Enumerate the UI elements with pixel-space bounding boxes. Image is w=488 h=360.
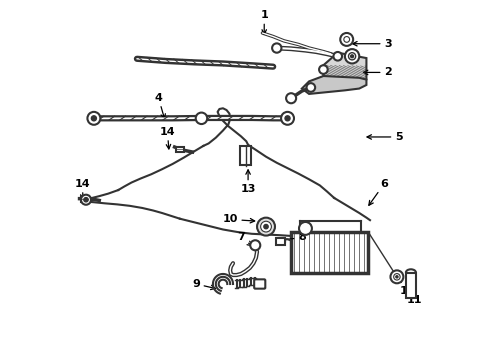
Text: 10: 10 <box>222 215 254 224</box>
Circle shape <box>306 83 314 92</box>
Bar <box>81 197 88 202</box>
Circle shape <box>395 276 397 278</box>
Circle shape <box>81 195 91 205</box>
Text: 14: 14 <box>75 179 90 199</box>
Bar <box>405 273 415 298</box>
Text: 3: 3 <box>352 39 391 49</box>
Text: 11: 11 <box>406 286 422 305</box>
Circle shape <box>271 43 281 53</box>
Circle shape <box>91 116 96 121</box>
Text: 4: 4 <box>154 93 165 118</box>
Circle shape <box>83 198 88 202</box>
Text: 12: 12 <box>397 276 415 296</box>
Circle shape <box>344 49 359 63</box>
Circle shape <box>250 240 260 250</box>
Bar <box>290 232 367 273</box>
Polygon shape <box>323 53 366 87</box>
FancyBboxPatch shape <box>240 146 250 165</box>
Text: 5: 5 <box>366 132 402 142</box>
Circle shape <box>389 270 403 283</box>
Circle shape <box>393 274 399 280</box>
Text: 13: 13 <box>240 170 255 194</box>
Bar <box>175 147 183 152</box>
Circle shape <box>285 93 296 103</box>
Text: 9: 9 <box>192 279 215 289</box>
Text: 14: 14 <box>159 127 175 149</box>
Text: 7: 7 <box>237 232 251 246</box>
Circle shape <box>333 52 341 60</box>
Text: 8: 8 <box>280 232 305 242</box>
Circle shape <box>319 65 327 74</box>
Text: 2: 2 <box>363 67 391 77</box>
Text: 6: 6 <box>368 179 387 205</box>
Circle shape <box>281 112 293 125</box>
FancyBboxPatch shape <box>254 279 265 289</box>
Circle shape <box>343 37 349 42</box>
Polygon shape <box>301 76 366 94</box>
Text: 1: 1 <box>260 10 267 34</box>
Circle shape <box>87 112 100 125</box>
Circle shape <box>348 53 355 60</box>
Circle shape <box>350 55 353 58</box>
Circle shape <box>260 221 271 232</box>
Circle shape <box>298 222 311 235</box>
Circle shape <box>285 116 289 121</box>
Circle shape <box>264 225 267 229</box>
Circle shape <box>340 33 352 46</box>
Bar <box>276 238 285 244</box>
Circle shape <box>257 218 274 235</box>
Circle shape <box>195 113 207 124</box>
